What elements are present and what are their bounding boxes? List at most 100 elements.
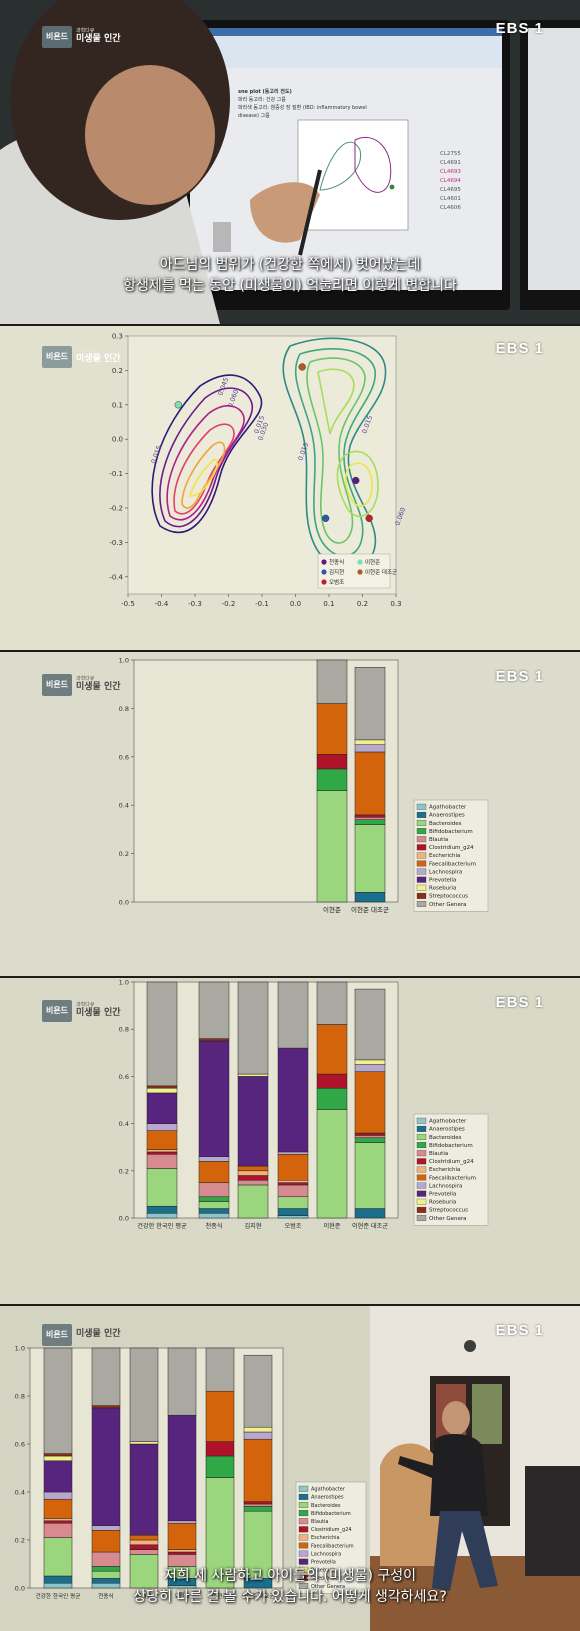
contour-line [336,450,379,518]
legend-swatch [298,1566,309,1573]
legend-label: Anaerostipes [429,813,465,819]
bar-segment [91,1407,121,1526]
program-logo: 비욘드 미생물 인간 [42,1324,121,1346]
legend-swatch [416,901,427,907]
legend-swatch [298,1485,309,1492]
legend-swatch [298,1574,309,1581]
logo-box: 비욘드 [42,346,72,368]
channel-number: 1 [534,20,544,37]
legend-label: Bacteroides [429,1135,462,1141]
legend-swatch [298,1526,309,1533]
bar-segment [277,1182,309,1186]
logo-main-text: 비욘드 [45,32,69,41]
legend-swatch [416,1117,427,1124]
program-title: 미생물 인간 [76,1329,121,1340]
bar-segment [316,1073,348,1089]
bar-segment [167,1414,197,1522]
legend-swatch [416,1198,427,1205]
bar-segment [243,1431,273,1440]
caption-line-1: 아드님의 범위가 (건강한 쪽에서) 벗어났는데 [159,257,421,273]
bar-segment [198,1156,230,1162]
legend-label: Faecalibacterium [311,1543,354,1549]
x-tick-label: 건강한 한국인 평균 [137,1222,187,1230]
bar-segment [146,1154,178,1169]
bar-segment [129,1554,159,1589]
caption-line-2: 상당히 다른 걸 볼 수가 있습니다. 어떻게 생각하세요? [133,1589,447,1605]
legend-label: Agathobacter [429,1119,467,1125]
bar-segment [43,1460,73,1493]
bar-segment [198,1161,230,1183]
x-tick-label: 이현준 [323,1222,340,1230]
legend-label: Streptococcus [429,1208,468,1214]
bar-segment [243,1354,273,1428]
bar-segment [316,790,348,903]
logo-sub-text: 과학다큐 [76,348,95,355]
legend-label: Bacteroides [429,821,462,827]
legend-label: 오범조 [329,578,344,586]
legend-label: Clostridium_g24 [429,1159,474,1165]
monitor-id-item: CL4606 [440,205,461,211]
bar-segment [205,1455,235,1478]
bar-segment [354,819,386,825]
bar-segment [354,667,386,741]
x-tick-label: -0.5 [121,600,135,608]
bar-segment [237,1175,269,1181]
bar-segment [277,1208,309,1216]
legend-label: Bifidobacterium [311,1511,351,1517]
bar-segment [146,1087,178,1094]
monitor-id-item: CL4694 [440,178,461,184]
logo-sub-text: 과학다큐 [76,28,95,35]
x-tick-label: 0.0 [290,600,301,608]
bar-segment [237,1073,269,1077]
bar-segment [237,1184,269,1219]
bar-segment [277,1215,309,1219]
legend-swatch [298,1502,309,1508]
legend-swatch [298,1510,309,1517]
legend-swatch [416,820,427,826]
legend-swatch [416,852,427,859]
legend-marker [357,559,363,565]
y-tick-label: 0.8 [15,1393,25,1401]
contour-line [317,368,355,435]
legend-label: Bifidobacterium [429,829,473,835]
legend-box [317,553,391,589]
bar-segment [198,1201,230,1209]
bar-segment [198,1196,230,1202]
legend-swatch [416,828,427,835]
legend-label: 이현준 대조군 [365,568,397,576]
legend-marker [321,579,327,585]
legend-swatch [298,1542,309,1549]
legend-label: Agathobacter [311,1487,346,1493]
bar-segment [167,1554,197,1567]
stacked-bar-panel-2: 비욘드 과학다큐 미생물 인간 EBS 1 0.0 0.2 0.4 0.6 0.8 1.0… [0,652,580,976]
bar-segment [316,754,348,770]
legend-label: Roseburia [429,1200,456,1206]
channel-logo: EBS 1 [496,20,544,37]
contour-line [159,387,254,528]
scatter-point [365,514,373,522]
bar-segment [129,1347,159,1442]
y-tick-label: 0.1 [112,401,123,409]
monitor-id-item: CL4691 [440,160,461,166]
legend-label: Escherichia [429,1167,460,1173]
bar-segment [91,1347,121,1406]
bar-segment [243,1501,273,1505]
legend-swatch [416,1182,427,1189]
contour-line [282,337,387,570]
x-tick-label: 이현준 [212,1592,227,1600]
monitor-id-item: CL4693 [440,169,461,175]
legend-swatch [416,1125,427,1132]
bar-segment [43,1491,73,1500]
bar-segment [277,1151,309,1155]
monitor-heading: sne plot (동고리 전도) [238,89,292,95]
y-tick-label: 0.0 [15,1585,25,1593]
contour-line [344,462,373,507]
legend-swatch [416,860,427,867]
legend-swatch [298,1550,309,1557]
x-tick-label: -0.3 [188,600,202,608]
monitor-id-item: CL4601 [440,196,461,202]
program-title: 미생물 인간 [76,353,121,364]
monitor-id-item: CL4695 [440,187,461,193]
legend-swatch [416,844,427,851]
stacked-bar-chart-6: 0.0 0.2 0.4 0.6 0.8 1.0 건강한 한국인 평균 천종식 김지현 오범조 이현준… [119,979,489,1230]
